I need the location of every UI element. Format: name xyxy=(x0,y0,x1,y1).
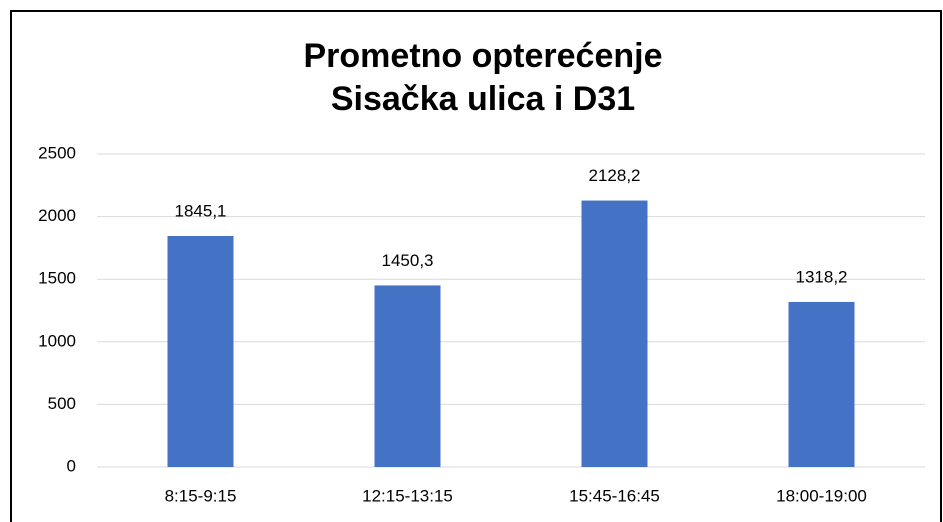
y-tick-label: 1500 xyxy=(38,269,76,288)
chart-title: Sisačka ulica i D31 xyxy=(331,80,635,118)
data-label: 2128,2 xyxy=(589,166,641,185)
bar xyxy=(374,285,441,467)
data-label: 1318,2 xyxy=(796,267,848,286)
y-tick-label: 500 xyxy=(48,394,76,413)
chart-title: Prometno opterećenje xyxy=(304,37,663,75)
y-tick-label: 2000 xyxy=(38,206,76,225)
data-label: 1450,3 xyxy=(382,251,434,270)
y-tick-label: 1000 xyxy=(38,331,76,350)
y-tick-label: 0 xyxy=(67,456,76,475)
x-tick-label: 18:00-19:00 xyxy=(776,486,867,505)
y-tick-label: 2500 xyxy=(38,143,76,162)
x-tick-label: 8:15-9:15 xyxy=(165,486,237,505)
x-tick-label: 12:15-13:15 xyxy=(362,486,453,505)
bar xyxy=(167,235,234,467)
bar xyxy=(788,301,855,467)
bar xyxy=(581,200,648,467)
chart-border xyxy=(10,10,942,522)
x-tick-label: 15:45-16:45 xyxy=(569,486,660,505)
data-label: 1845,1 xyxy=(175,201,227,220)
